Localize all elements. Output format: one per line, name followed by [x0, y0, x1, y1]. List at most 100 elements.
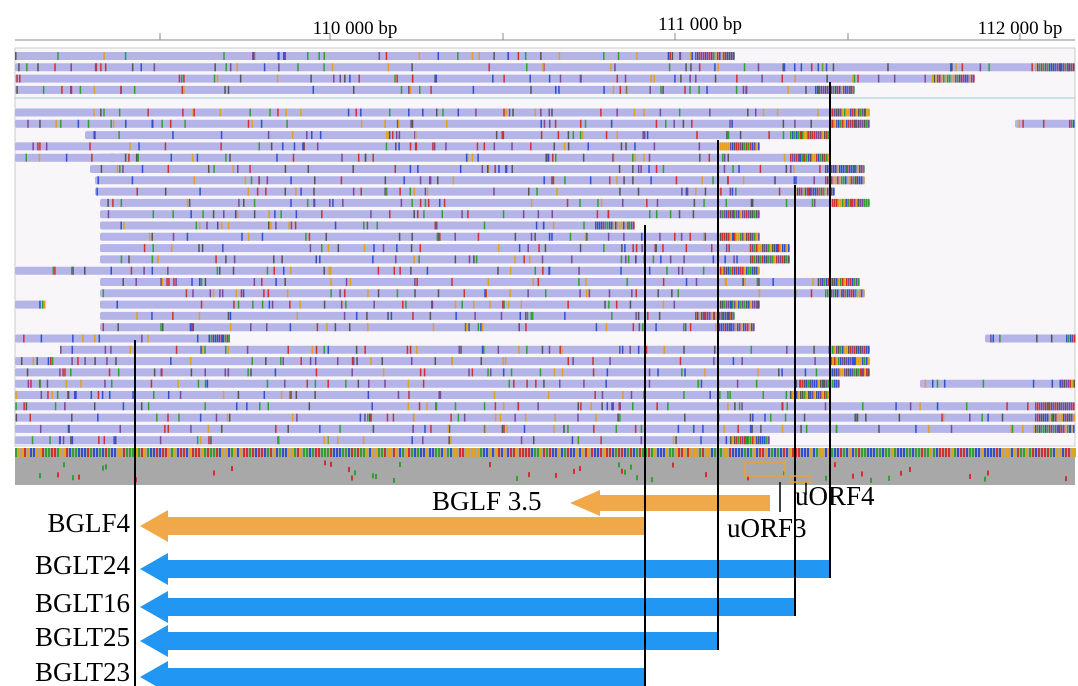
- mismatch: [412, 120, 414, 128]
- softclip: [1059, 402, 1061, 410]
- base: [726, 448, 728, 457]
- mismatch: [205, 380, 207, 388]
- mismatch: [140, 63, 142, 71]
- base: [903, 448, 905, 457]
- softclip: [803, 188, 805, 196]
- mismatch: [531, 312, 533, 320]
- mismatch: [577, 414, 579, 422]
- variant: [852, 474, 854, 479]
- mismatch: [241, 233, 243, 241]
- softclip: [726, 301, 728, 309]
- mismatch: [494, 142, 496, 150]
- mismatch: [423, 380, 425, 388]
- softclip: [826, 391, 828, 399]
- mismatch: [663, 165, 665, 173]
- mismatch: [680, 52, 682, 60]
- mismatch: [23, 335, 25, 343]
- mismatch: [367, 289, 369, 297]
- base: [768, 448, 770, 457]
- mismatch: [408, 380, 410, 388]
- mismatch: [785, 414, 787, 422]
- softclip: [735, 323, 737, 331]
- mismatch: [15, 52, 16, 60]
- mismatch: [297, 63, 299, 71]
- softclip: [1041, 425, 1043, 433]
- mismatch: [97, 176, 99, 184]
- mismatch: [397, 289, 399, 297]
- softclip: [756, 142, 758, 150]
- mismatch: [590, 176, 592, 184]
- mismatch: [805, 86, 807, 94]
- mismatch: [612, 154, 614, 162]
- base: [336, 448, 338, 457]
- mismatch: [138, 142, 140, 150]
- mismatch: [396, 244, 398, 252]
- page: {"ruler": {"labels": ["110 000 bp", "111…: [0, 0, 1078, 686]
- mismatch: [251, 120, 253, 128]
- softclip: [846, 346, 848, 354]
- mismatch: [109, 368, 111, 376]
- base: [582, 448, 584, 457]
- softclip: [845, 176, 847, 184]
- mismatch: [223, 391, 225, 399]
- softclip: [824, 380, 826, 388]
- softclip: [740, 301, 742, 309]
- mismatch: [187, 199, 189, 207]
- mismatch: [413, 210, 415, 218]
- mismatch: [741, 357, 743, 365]
- mismatch: [420, 199, 422, 207]
- softclip: [754, 142, 756, 150]
- mismatch: [706, 86, 708, 94]
- mismatch: [274, 210, 276, 218]
- softclip: [619, 222, 621, 230]
- mismatch: [564, 176, 566, 184]
- mismatch: [553, 176, 555, 184]
- mismatch: [503, 109, 505, 117]
- softclip: [847, 176, 849, 184]
- softclip: [842, 368, 844, 376]
- mismatch: [537, 402, 539, 410]
- softclip: [1071, 425, 1073, 433]
- base: [273, 448, 275, 457]
- mismatch: [248, 120, 250, 128]
- mismatch: [363, 436, 365, 444]
- mismatch: [108, 210, 110, 218]
- softclip: [839, 165, 841, 173]
- softclip: [845, 289, 847, 297]
- softclip: [44, 301, 46, 309]
- mismatch: [479, 52, 481, 60]
- softclip: [837, 176, 839, 184]
- base: [762, 448, 764, 457]
- softclip: [736, 301, 738, 309]
- mismatch: [466, 154, 468, 162]
- softclip: [756, 301, 758, 309]
- mismatch: [77, 357, 79, 365]
- mismatch: [643, 154, 645, 162]
- mismatch: [804, 414, 806, 422]
- mismatch: [202, 346, 204, 354]
- mismatch: [132, 391, 134, 399]
- mismatch: [781, 368, 783, 376]
- softclip: [786, 255, 788, 263]
- mismatch: [634, 109, 636, 117]
- mismatch: [472, 52, 474, 60]
- mismatch: [653, 255, 655, 263]
- softclip: [834, 346, 836, 354]
- mismatch: [326, 233, 328, 241]
- softclip: [595, 222, 597, 230]
- mismatch: [625, 255, 627, 263]
- mismatch: [314, 176, 316, 184]
- mismatch: [118, 368, 120, 376]
- softclip: [840, 357, 842, 365]
- mismatch: [134, 86, 136, 94]
- mismatch: [360, 109, 362, 117]
- mismatch: [524, 425, 526, 433]
- mismatch: [183, 75, 185, 83]
- mismatch: [389, 210, 391, 218]
- softclip: [860, 357, 862, 365]
- base: [723, 448, 725, 457]
- base: [291, 448, 293, 457]
- base: [1029, 448, 1031, 457]
- mismatch: [196, 222, 198, 230]
- softclip: [842, 199, 844, 207]
